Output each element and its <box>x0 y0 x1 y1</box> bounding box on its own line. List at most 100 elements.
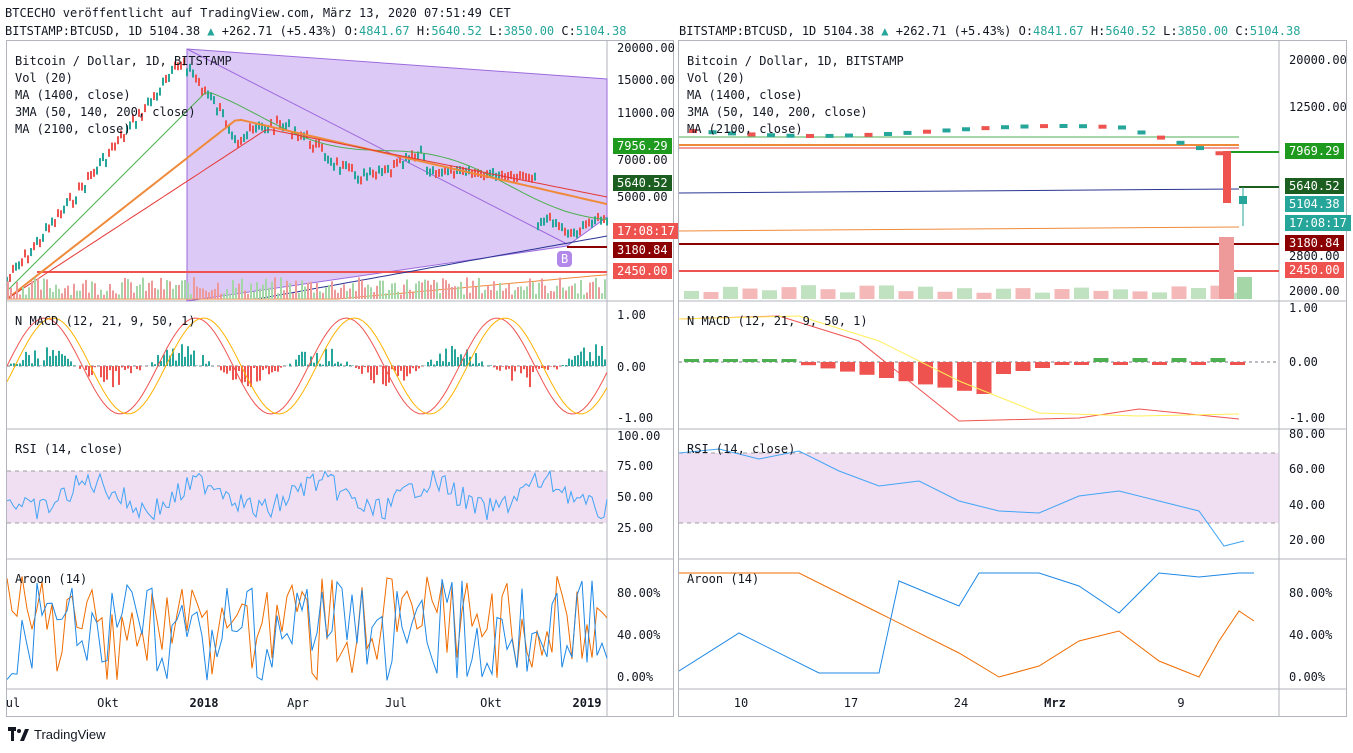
macd-histogram-bar <box>547 366 549 370</box>
candle <box>597 212 599 221</box>
price-axis-label: 12500.00 <box>1289 100 1347 114</box>
macd-histogram-bar <box>520 366 522 374</box>
macd-histogram-bar <box>400 366 402 371</box>
aroon-down-line <box>7 578 608 681</box>
macd-histogram-bar <box>112 366 114 388</box>
price-axis-label: 20000.00 <box>617 41 675 55</box>
time-axis-label: Apr <box>287 696 309 710</box>
macd-histogram-bar <box>370 366 372 381</box>
volume-bar <box>523 290 525 299</box>
volume-bar <box>358 277 360 299</box>
macd-histogram-bar <box>487 365 489 366</box>
ma-1400-line <box>679 188 1240 194</box>
volume-bar <box>409 289 411 299</box>
volume-bar <box>445 280 447 299</box>
candle <box>99 158 101 167</box>
candle <box>558 222 560 231</box>
rsi-legend: RSI (14, close) <box>687 441 795 458</box>
macd-histogram-bar <box>382 366 384 385</box>
macd-histogram-bar <box>163 354 165 366</box>
candle <box>321 143 323 152</box>
marker-b-label[interactable]: B <box>557 251 573 267</box>
macd-histogram-bar <box>415 366 417 372</box>
macd-histogram-bar <box>316 352 318 366</box>
macd-histogram-bar <box>289 363 291 366</box>
candle <box>552 219 554 228</box>
macd-histogram-bar <box>499 366 501 371</box>
volume-bar <box>1132 291 1148 299</box>
candle <box>18 261 20 270</box>
candle <box>150 98 152 107</box>
aroon-axis-label: 0.00% <box>617 670 654 684</box>
volume-bar <box>742 288 758 299</box>
left-chart[interactable]: Bitcoin / Dollar, 1D, BITSTAMP Vol (20) … <box>5 40 679 717</box>
time-axis-label: ul <box>5 696 21 710</box>
candle <box>522 171 524 180</box>
volume-bar <box>94 283 96 299</box>
volume-bar <box>1015 288 1031 299</box>
candle <box>66 198 68 207</box>
volume-bar <box>202 288 204 299</box>
low-value: 3850.00 <box>503 24 555 38</box>
macd-histogram-bar <box>256 366 258 382</box>
macd-histogram-bar <box>397 366 399 377</box>
volume-bar <box>166 280 168 299</box>
right-chart-canvas[interactable] <box>679 41 1346 716</box>
macd-histogram-bar <box>391 366 393 370</box>
macd-histogram-bar <box>574 355 576 366</box>
macd-histogram-bar <box>421 366 423 367</box>
volume-bar <box>427 280 429 299</box>
macd-axis-label: 1.00 <box>1289 301 1318 315</box>
macd-histogram-bar <box>34 350 36 366</box>
macd-axis-label: -1.00 <box>617 411 654 425</box>
macd-histogram-bar <box>445 348 447 366</box>
aroon-axis-label: 80.00% <box>1289 586 1333 600</box>
volume-bar <box>526 286 528 299</box>
left-chart-canvas[interactable] <box>7 41 673 716</box>
volume-bar <box>115 293 117 299</box>
legend-ma1400: MA (1400, close) <box>687 88 803 102</box>
macd-histogram-bar <box>73 365 75 366</box>
macd-histogram-bar <box>385 366 387 386</box>
time-axis-label: Jul <box>385 696 407 710</box>
aroon-legend-text: Aroon (14) <box>687 572 760 586</box>
candle <box>96 166 98 175</box>
candle <box>468 166 470 175</box>
volume-bar <box>100 289 102 299</box>
candle <box>429 168 431 177</box>
volume-bar <box>520 286 522 299</box>
volume-bar <box>103 294 105 299</box>
macd-histogram-bar <box>568 358 570 366</box>
tradingview-logo[interactable]: TradingView <box>8 726 106 742</box>
rsi-axis-label: 20.00 <box>1289 533 1326 547</box>
volume-bar <box>184 279 186 299</box>
volume-bar <box>595 277 597 299</box>
candle <box>549 212 551 221</box>
triangle-pattern <box>186 48 608 302</box>
volume-bar <box>502 290 504 299</box>
volume-bar <box>298 292 300 299</box>
aroon-legend-text: Aroon (14) <box>15 572 88 586</box>
candle <box>231 131 233 140</box>
volume-bar <box>232 279 234 299</box>
volume-bar <box>250 283 252 299</box>
candle <box>333 162 335 171</box>
macd-histogram-bar <box>172 348 174 366</box>
volume-bar <box>781 287 797 299</box>
macd-histogram-bar <box>313 362 315 366</box>
right-chart[interactable]: Bitcoin / Dollar, 1D, BITSTAMP Vol (20) … <box>678 40 1351 717</box>
volume-bar <box>301 280 303 299</box>
candle <box>423 153 425 162</box>
candle <box>159 87 161 96</box>
candle <box>594 216 596 225</box>
volume-bar <box>7 281 9 299</box>
macd-histogram-bar <box>879 362 894 378</box>
macd-histogram-bar <box>232 366 234 380</box>
macd-histogram-bar <box>418 366 420 369</box>
macd-histogram-bar <box>169 355 171 366</box>
candle <box>375 171 377 180</box>
candle <box>923 129 931 134</box>
volume-bar <box>322 292 324 299</box>
volume-bar <box>463 294 465 299</box>
candle <box>186 68 188 77</box>
